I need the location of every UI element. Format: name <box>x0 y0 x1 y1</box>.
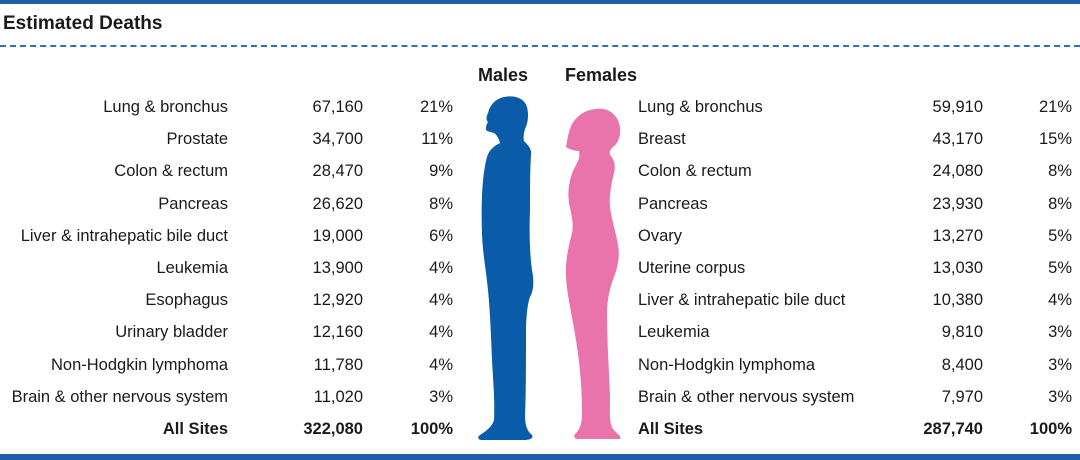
female-pct-cell: 100% <box>1029 420 1072 438</box>
male-pct-cell: 3% <box>429 387 453 406</box>
males-table-row: Urinary bladder 12,160 4% <box>0 320 1080 344</box>
male-count-cell: 34,700 <box>312 130 363 149</box>
female-pct-cell: 5% <box>1048 226 1072 245</box>
male-pct-cell: 4% <box>429 355 453 374</box>
female-count-cell: 13,270 <box>932 226 983 245</box>
male-pct-cell: 8% <box>429 194 453 213</box>
male-site-cell: Prostate <box>166 130 228 149</box>
males-total-row: All Sites 322,080 100% <box>0 417 1080 441</box>
male-silhouette-icon <box>478 96 534 440</box>
female-count-cell: 7,970 <box>941 387 983 406</box>
female-site-cell: Uterine corpus <box>638 259 746 277</box>
male-count-cell: 67,160 <box>312 98 363 116</box>
male-pct-cell: 11% <box>421 130 453 149</box>
female-count-cell: 10,380 <box>932 291 983 310</box>
female-site-cell: Brain & other nervous system <box>638 387 855 406</box>
females-table-row: Leukemia 9,810 3% <box>0 320 1080 344</box>
female-pct-cell: 3% <box>1048 387 1072 406</box>
male-pct-cell: 21% <box>419 98 453 116</box>
females-table-row: Lung & bronchus 59,910 21% <box>0 95 1080 119</box>
male-count-cell: 12,160 <box>312 323 363 342</box>
female-count-cell: 59,910 <box>932 98 983 116</box>
males-table-row: Liver & intrahepatic bile duct 19,000 6% <box>0 224 1080 248</box>
female-site-cell: Liver & intrahepatic bile duct <box>638 291 846 310</box>
male-site-cell: Pancreas <box>158 194 228 213</box>
dashed-divider <box>0 45 1080 47</box>
male-count-cell: 322,080 <box>303 420 363 438</box>
male-pct-cell: 4% <box>429 259 453 277</box>
female-site-cell: All Sites <box>638 420 704 438</box>
top-rule <box>0 0 1080 4</box>
female-pct-cell: 3% <box>1048 355 1072 374</box>
male-site-cell: Brain & other nervous system <box>11 387 228 406</box>
females-table-row: Liver & intrahepatic bile duct 10,380 4% <box>0 288 1080 312</box>
male-count-cell: 28,470 <box>312 162 363 181</box>
females-table-row: Non-Hodgkin lymphoma 8,400 3% <box>0 353 1080 377</box>
female-count-cell: 287,740 <box>923 420 983 438</box>
female-site-cell: Lung & bronchus <box>638 98 763 116</box>
males-header: Males <box>478 65 529 85</box>
male-count-cell: 13,900 <box>312 259 363 277</box>
males-table-row: Pancreas 26,620 8% <box>0 192 1080 216</box>
males-table-row: Brain & other nervous system 11,020 3% <box>0 385 1080 409</box>
male-pct-cell: 4% <box>429 291 453 310</box>
female-site-cell: Breast <box>638 130 686 149</box>
females-table-row: Colon & rectum 24,080 8% <box>0 159 1080 183</box>
female-pct-cell: 8% <box>1048 194 1072 213</box>
females-total-row: All Sites 287,740 100% <box>0 417 1080 441</box>
female-site-cell: Pancreas <box>638 194 708 213</box>
female-count-cell: 24,080 <box>932 162 983 181</box>
males-table-row: Non-Hodgkin lymphoma 11,780 4% <box>0 353 1080 377</box>
bottom-rule <box>0 454 1080 460</box>
section-title: Estimated Deaths <box>3 13 163 34</box>
female-pct-cell: 21% <box>1038 98 1072 116</box>
females-table-row: Ovary 13,270 5% <box>0 224 1080 248</box>
male-count-cell: 19,000 <box>312 226 363 245</box>
female-pct-cell: 4% <box>1048 291 1072 310</box>
female-pct-cell: 5% <box>1048 259 1072 277</box>
females-table-row: Breast 43,170 15% <box>0 127 1080 151</box>
male-count-cell: 11,020 <box>313 387 363 406</box>
female-count-cell: 8,400 <box>941 355 983 374</box>
females-table-row: Uterine corpus 13,030 5% <box>0 256 1080 280</box>
female-pct-cell: 3% <box>1048 323 1072 342</box>
male-count-cell: 26,620 <box>312 194 363 213</box>
males-table-row: Esophagus 12,920 4% <box>0 288 1080 312</box>
female-site-cell: Ovary <box>638 226 683 245</box>
male-count-cell: 11,780 <box>313 355 363 374</box>
female-silhouette-icon <box>565 108 621 440</box>
males-table-row: Colon & rectum 28,470 9% <box>0 159 1080 183</box>
males-table-row: Prostate 34,700 11% <box>0 127 1080 151</box>
females-header: Females <box>565 65 638 85</box>
males-table-row: Lung & bronchus 67,160 21% <box>0 95 1080 119</box>
female-count-cell: 43,170 <box>932 130 983 149</box>
female-count-cell: 13,030 <box>932 259 983 277</box>
male-site-cell: Lung & bronchus <box>103 98 228 116</box>
male-site-cell: Colon & rectum <box>114 162 228 181</box>
male-site-cell: Urinary bladder <box>115 323 228 342</box>
females-table-row: Brain & other nervous system 7,970 3% <box>0 385 1080 409</box>
male-site-cell: Liver & intrahepatic bile duct <box>20 226 228 245</box>
male-pct-cell: 9% <box>429 162 453 181</box>
female-count-cell: 9,810 <box>941 323 983 342</box>
female-site-cell: Non-Hodgkin lymphoma <box>638 355 815 374</box>
female-site-cell: Colon & rectum <box>638 162 752 181</box>
male-pct-cell: 100% <box>410 420 453 438</box>
female-pct-cell: 8% <box>1048 162 1072 181</box>
male-pct-cell: 4% <box>429 323 453 342</box>
females-table-row: Pancreas 23,930 8% <box>0 192 1080 216</box>
male-site-cell: All Sites <box>162 420 228 438</box>
male-site-cell: Esophagus <box>145 291 228 310</box>
female-count-cell: 23,930 <box>932 194 983 213</box>
female-pct-cell: 15% <box>1038 130 1072 149</box>
male-site-cell: Non-Hodgkin lymphoma <box>51 355 228 374</box>
male-site-cell: Leukemia <box>156 259 228 277</box>
males-table-row: Leukemia 13,900 4% <box>0 256 1080 280</box>
male-count-cell: 12,920 <box>312 291 363 310</box>
female-site-cell: Leukemia <box>638 323 710 342</box>
male-pct-cell: 6% <box>429 226 453 245</box>
